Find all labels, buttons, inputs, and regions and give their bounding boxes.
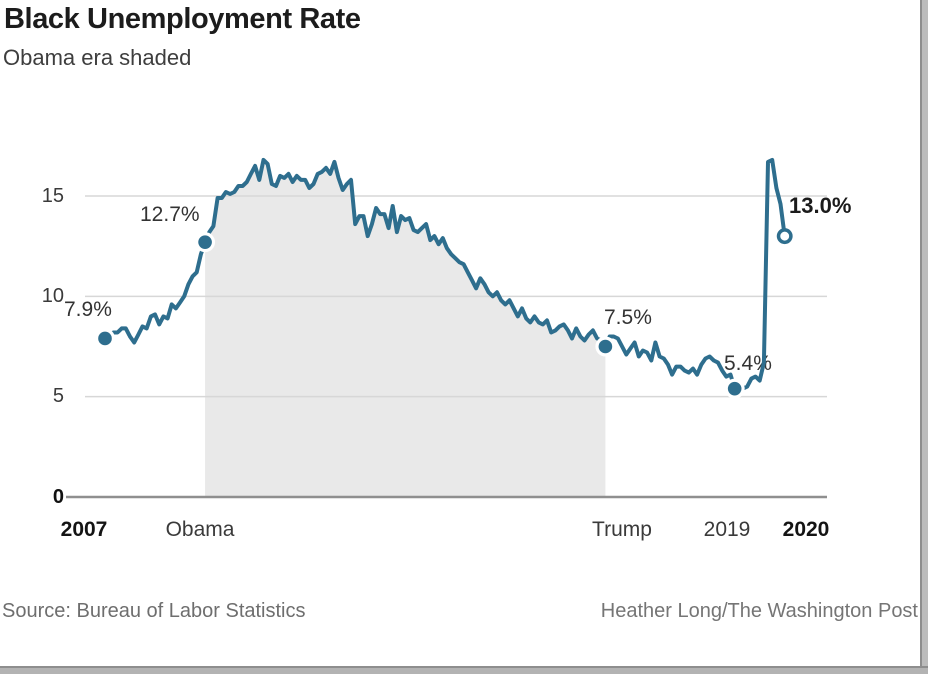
marker-filled-12.7 (198, 235, 212, 249)
window-right-edge (920, 0, 928, 674)
x-label-obama: Obama (165, 518, 235, 541)
source-note: Source: Bureau of Labor Statistics (2, 600, 306, 622)
y-tick-10: 10 (41, 285, 64, 307)
y-tick-0: 0 (52, 486, 64, 508)
page-title: Black Unemployment Rate (4, 3, 361, 35)
marker-filled-7.9 (98, 331, 112, 346)
x-label-2020: 2020 (782, 518, 830, 541)
rate-line (103, 157, 787, 391)
marker-filled-7.5 (598, 339, 613, 354)
annotation-13-0-pct: 13.0% (789, 193, 852, 218)
window-bottom-edge (0, 666, 928, 674)
x-label-trump: Trump (592, 518, 652, 541)
annotation-7-5-pct: 7.5% (604, 306, 652, 329)
marker-open-13 (776, 228, 793, 245)
x-label-2019: 2019 (703, 518, 751, 541)
annotation-7-9-pct: 7.9% (64, 298, 112, 321)
y-tick-5: 5 (52, 385, 64, 407)
annotation-12-7-pct: 12.7% (140, 203, 200, 226)
marker-filled-5.4 (727, 381, 742, 396)
obama-era-shade (205, 159, 606, 497)
x-label-2007: 2007 (60, 518, 108, 541)
y-tick-15: 15 (41, 185, 64, 207)
page-subtitle: Obama era shaded (3, 45, 192, 70)
annotation-5-4-pct: 5.4% (724, 352, 772, 375)
byline-credit: Heather Long/The Washington Post (600, 600, 918, 622)
